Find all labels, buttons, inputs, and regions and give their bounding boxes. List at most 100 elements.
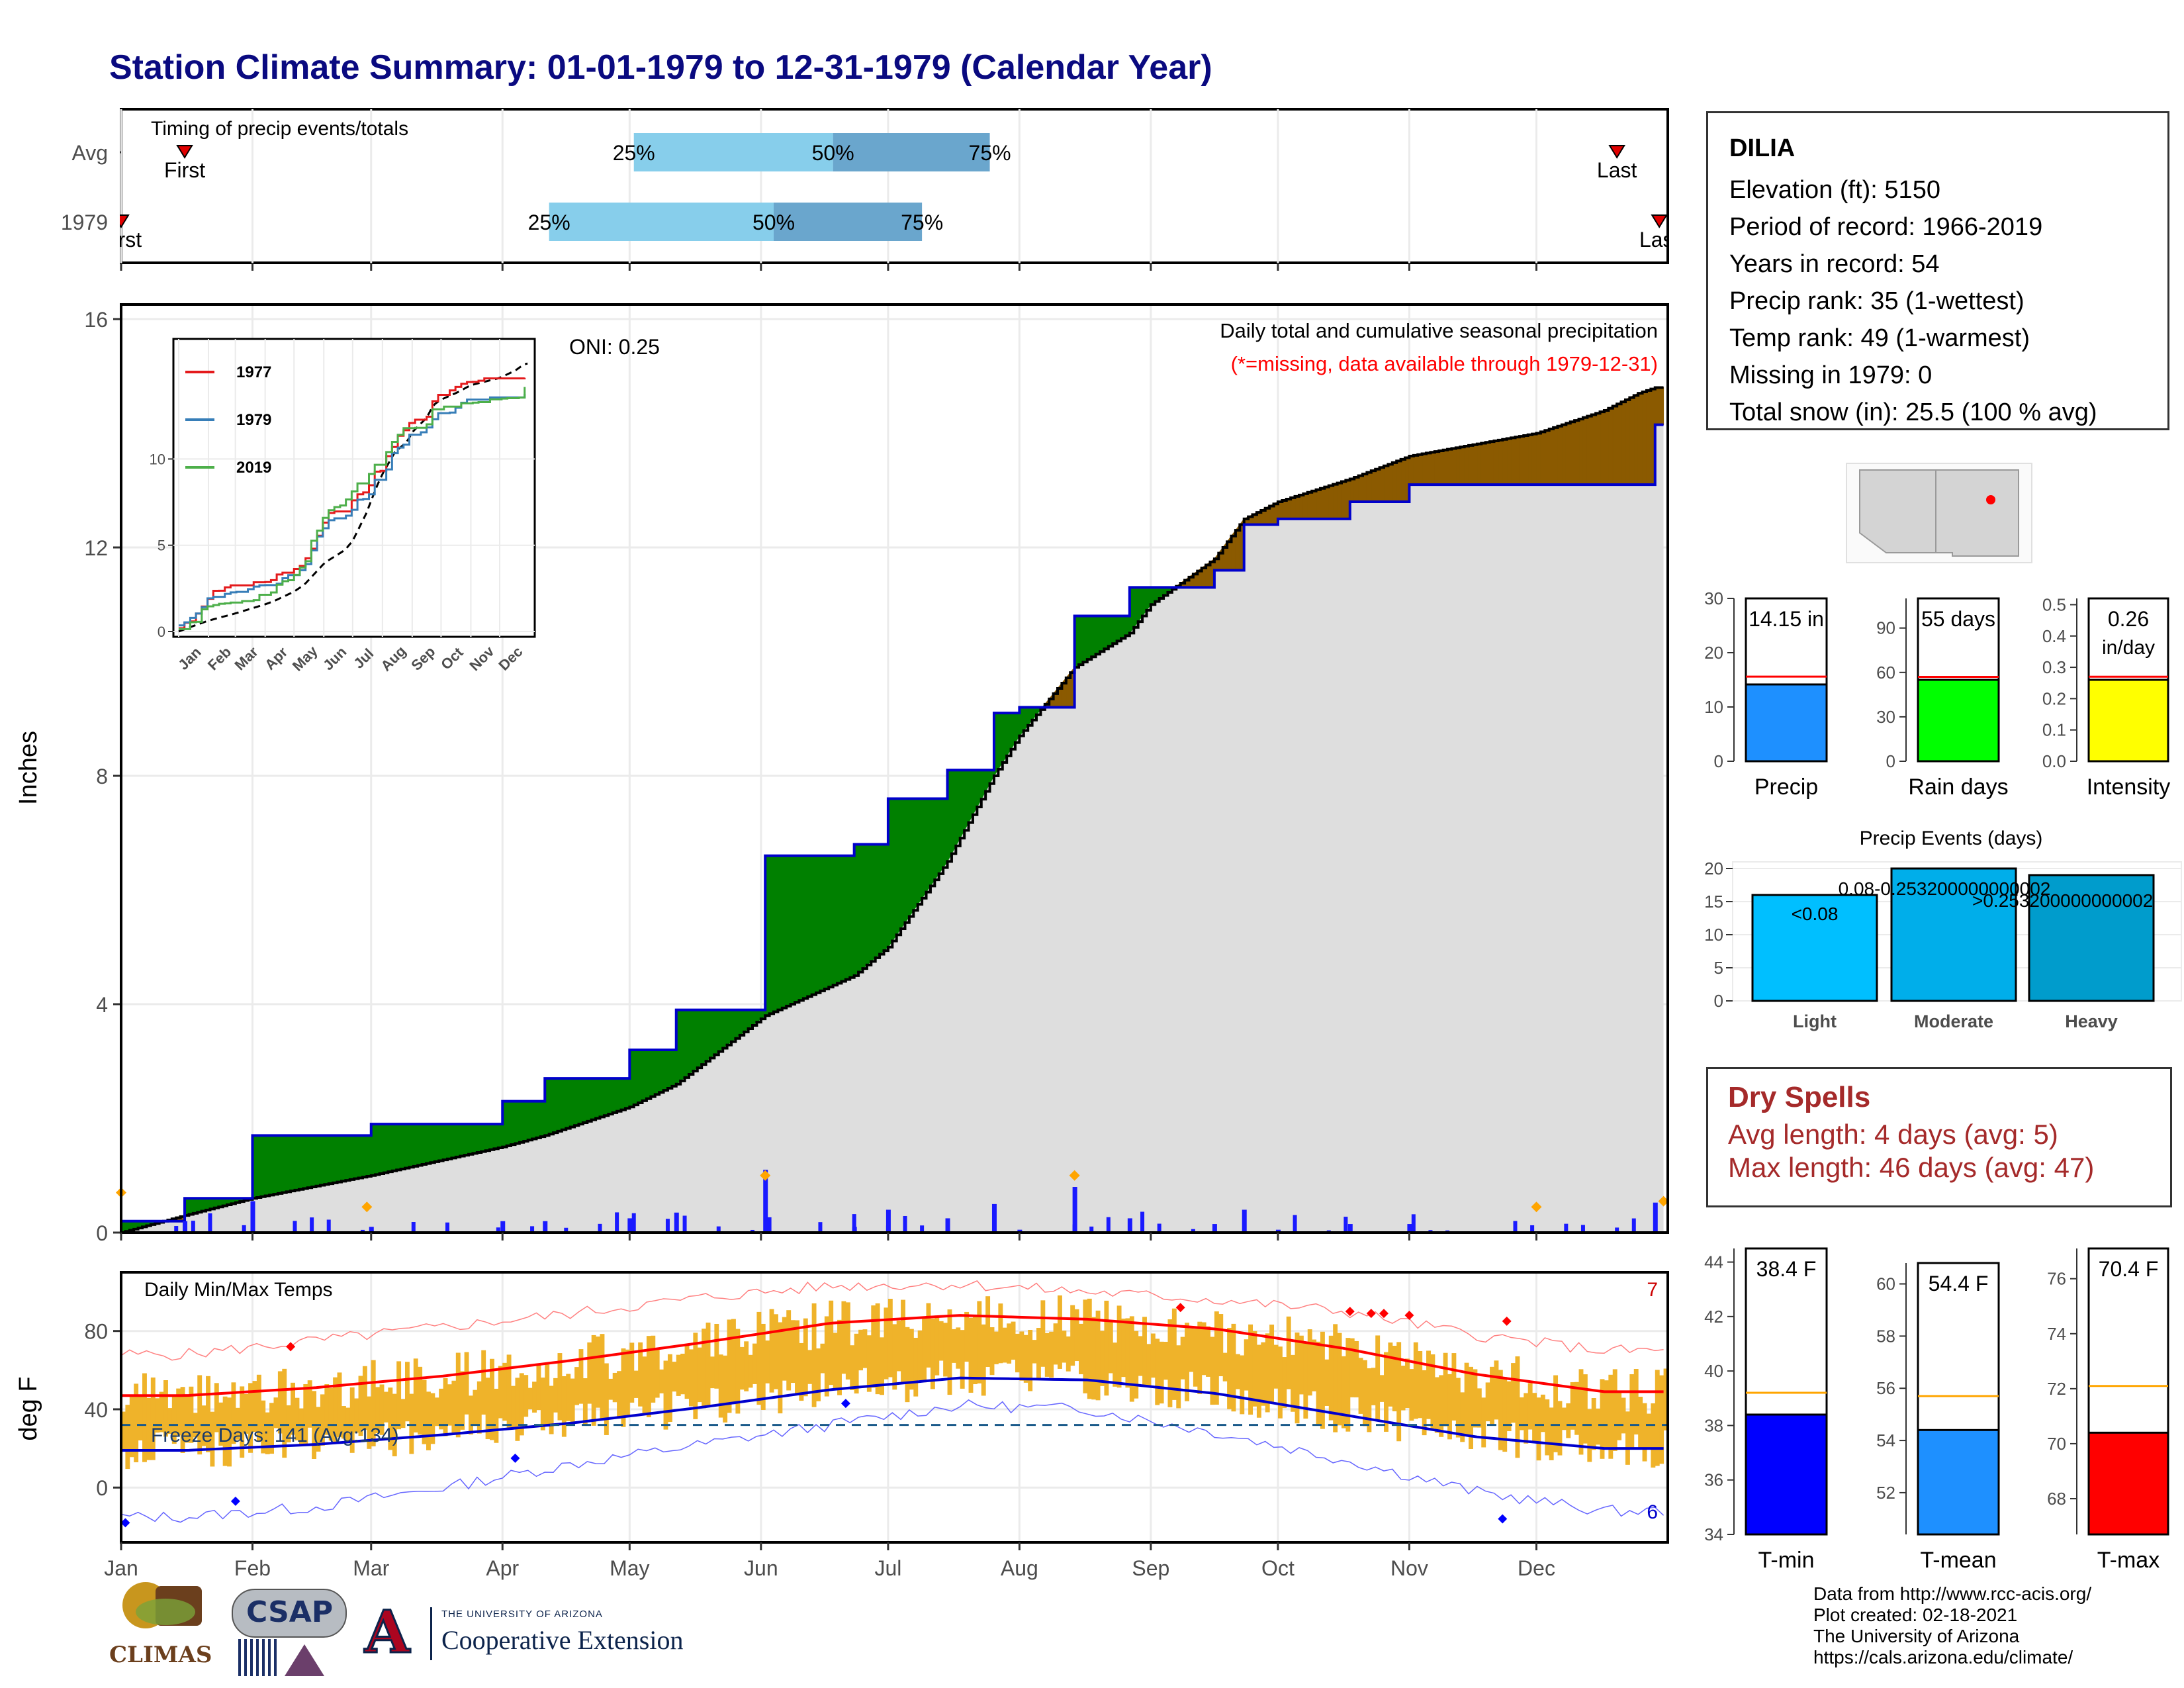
precip-departure-area bbox=[777, 855, 783, 1011]
daily-temp-bar bbox=[1582, 1374, 1588, 1444]
precip-departure-area bbox=[1591, 412, 1596, 485]
daily-temp-bar bbox=[316, 1407, 321, 1452]
daily-temp-bar bbox=[871, 1305, 876, 1388]
daily-temp-bar bbox=[473, 1389, 478, 1426]
timing-bar-25-50 bbox=[549, 203, 774, 241]
timing-right-mask bbox=[1669, 109, 1702, 263]
precip-departure-area bbox=[667, 1049, 672, 1089]
daily-temp-bar bbox=[333, 1377, 338, 1442]
daily-temp-bar bbox=[1231, 1323, 1236, 1412]
precip-departure-area bbox=[307, 1135, 312, 1188]
precip-departure-area bbox=[1422, 452, 1427, 485]
record-low-diamond bbox=[120, 1518, 130, 1528]
daily-temp-bar bbox=[1298, 1335, 1304, 1395]
precip-departure-area bbox=[1642, 390, 1647, 485]
precip-departure-area bbox=[1383, 463, 1388, 502]
precip-departure-area bbox=[480, 1123, 486, 1152]
events-title: Precip Events (days) bbox=[1860, 827, 2043, 849]
precip-departure-area bbox=[1472, 444, 1478, 485]
daily-temp-bar bbox=[1341, 1356, 1346, 1429]
daily-temp-bar bbox=[850, 1345, 855, 1390]
precip-departure-area bbox=[1078, 616, 1083, 666]
precip-departure-area bbox=[938, 798, 944, 875]
daily-precip-bar bbox=[1530, 1225, 1535, 1233]
timing-percent-label: 50% bbox=[812, 141, 854, 165]
oni-label: ONI: 0.25 bbox=[569, 335, 660, 359]
events-y-tick-label: 15 bbox=[1704, 892, 1723, 912]
daily-precip-bar bbox=[1140, 1211, 1145, 1233]
daily-temp-bar bbox=[1248, 1324, 1253, 1415]
daily-temp-bar bbox=[1494, 1360, 1499, 1420]
daily-precip-bar bbox=[615, 1212, 619, 1233]
daily-temp-bar bbox=[341, 1406, 346, 1439]
daily-temp-bar bbox=[256, 1374, 261, 1442]
precip-departure-area bbox=[404, 1123, 410, 1169]
daily-precip-bar bbox=[310, 1217, 314, 1233]
daily-temp-bar bbox=[426, 1391, 431, 1450]
daily-temp-bar bbox=[1633, 1369, 1639, 1435]
daily-temp-bar bbox=[1384, 1352, 1388, 1432]
mini-y-tick-label: 52 bbox=[1876, 1483, 1895, 1503]
daily-temp-bar bbox=[866, 1335, 872, 1392]
daily-temp-bar bbox=[206, 1376, 210, 1452]
daily-temp-bar bbox=[782, 1317, 787, 1381]
daily-precip-bar bbox=[1157, 1223, 1161, 1233]
precip-departure-area bbox=[1108, 616, 1113, 647]
mini-y-tick-label: 58 bbox=[1876, 1326, 1895, 1346]
daily-temp-bar bbox=[1600, 1379, 1605, 1459]
daily-temp-bar bbox=[769, 1309, 774, 1393]
mini-y-tick-label: 0 bbox=[1886, 751, 1895, 771]
daily-temp-bar bbox=[807, 1350, 813, 1384]
daily-precip-bar bbox=[1242, 1209, 1247, 1233]
daily-precip-bar bbox=[496, 1227, 500, 1233]
precip-departure-area bbox=[438, 1123, 444, 1162]
daily-temp-bar bbox=[320, 1394, 325, 1446]
precip-departure-area bbox=[345, 1135, 351, 1181]
daily-temp-bar bbox=[134, 1383, 139, 1463]
daily-temp-bar bbox=[1337, 1333, 1342, 1426]
daily-precip-bar bbox=[564, 1227, 569, 1233]
daily-temp-bar bbox=[383, 1391, 388, 1423]
daily-temp-bar bbox=[727, 1319, 732, 1413]
daily-temp-bar bbox=[1566, 1403, 1571, 1438]
page-title: Station Climate Summary: 01-01-1979 to 1… bbox=[109, 48, 1212, 87]
daily-temp-bar bbox=[739, 1346, 745, 1390]
precip-departure-area bbox=[387, 1123, 393, 1172]
precip-departure-area bbox=[655, 1049, 660, 1096]
daily-temp-bar bbox=[460, 1371, 465, 1430]
daily-temp-bar bbox=[367, 1396, 372, 1449]
precip-departure-area bbox=[273, 1135, 279, 1195]
temp-t-mean-label: T-mean bbox=[1920, 1548, 1996, 1573]
daily-temp-bar bbox=[625, 1349, 630, 1415]
daily-temp-bar bbox=[485, 1378, 490, 1440]
daily-temp-bar bbox=[1146, 1344, 1152, 1386]
precip-departure-area bbox=[1519, 435, 1524, 485]
daily-temp-bar bbox=[608, 1378, 614, 1400]
precip-departure-area bbox=[1480, 442, 1486, 485]
daily-precip-bar bbox=[445, 1222, 450, 1233]
daily-temp-bar bbox=[1617, 1392, 1622, 1440]
precip-departure-area bbox=[443, 1123, 448, 1160]
precip-departure-area bbox=[942, 798, 948, 869]
daily-temp-bar bbox=[1049, 1331, 1054, 1378]
avg-cumulative-area bbox=[121, 387, 1664, 1233]
precip-departure-area bbox=[786, 855, 792, 1007]
daily-temp-bar bbox=[591, 1335, 596, 1426]
daily-precip-bar bbox=[1212, 1224, 1217, 1233]
daily-temp-bar bbox=[265, 1412, 270, 1454]
daily-temp-bar bbox=[1498, 1370, 1503, 1450]
daily-temp-bar bbox=[901, 1299, 906, 1383]
daily-precip-bar bbox=[1072, 1187, 1077, 1233]
record-low-count: 6 bbox=[1647, 1501, 1658, 1523]
precip-departure-area bbox=[1095, 616, 1101, 655]
daily-temp-bar bbox=[163, 1380, 168, 1437]
mini-y-tick-label: 60 bbox=[1876, 663, 1895, 682]
timing-percent-label: 75% bbox=[969, 141, 1011, 165]
precip-departure-area bbox=[549, 1078, 554, 1135]
daily-temp-bar bbox=[561, 1376, 567, 1437]
precip-departure-area bbox=[1091, 616, 1097, 658]
credits: Data from http://www.rcc-acis.org/ Plot … bbox=[1813, 1583, 2091, 1668]
station-line: Total snow (in): 25.5 (100 % avg) bbox=[1729, 399, 2097, 426]
precip-departure-area bbox=[921, 798, 927, 900]
precip-departure-area bbox=[468, 1123, 473, 1155]
